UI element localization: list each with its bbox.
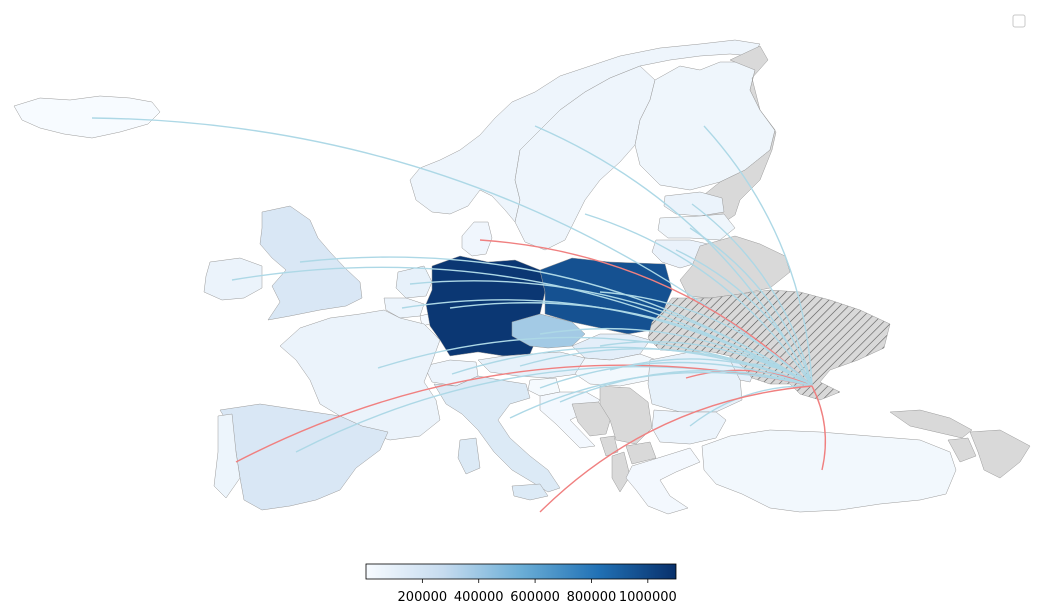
flow-arcs-layer (91, 117, 827, 513)
country-iceland (13, 95, 161, 139)
flow-arc-hungary (609, 358, 813, 387)
country-denmark (461, 221, 493, 257)
colorbar-ticks: 200000 400000 600000 800000 1000000 (398, 579, 677, 605)
country-montenegro (599, 435, 619, 457)
country-portugal (213, 413, 241, 499)
country-greece (625, 447, 701, 515)
flow-arc-slovenia (539, 361, 813, 389)
country-azerbaijan (969, 429, 1031, 479)
flow-arc-germany (449, 302, 813, 387)
country-armenia (947, 437, 977, 463)
colorbar-tick-label: 1000000 (619, 590, 677, 605)
country-georgia (889, 409, 973, 439)
countries-layer (13, 39, 1031, 515)
colorbar-tick-label: 400000 (454, 590, 504, 605)
flow-arc-italy (509, 371, 813, 419)
flow-arc-poland (599, 291, 813, 387)
country-united-kingdom (259, 205, 363, 321)
country-albania (611, 451, 631, 493)
country-bulgaria (651, 409, 727, 445)
country-turkey (701, 429, 957, 513)
country-italy (433, 375, 561, 493)
flow-arc-moldova (741, 363, 813, 387)
flow-arc-greece (539, 385, 813, 513)
country-belarus (679, 235, 791, 299)
flow-arc-netherlands (409, 280, 813, 387)
flow-arc-turkey (811, 385, 827, 471)
flow-arc-sweden (584, 213, 813, 387)
country-estonia (663, 191, 725, 217)
flow-arc-croatia (559, 369, 813, 403)
country-ireland (203, 257, 263, 301)
country-netherlands (395, 265, 433, 299)
flow-arc-latvia (689, 227, 813, 387)
flow-arc-finland (703, 125, 813, 387)
colorbar-tick-label: 600000 (510, 590, 560, 605)
country-austria (477, 351, 586, 379)
flow-arc-lithuania (675, 249, 813, 387)
colorbar-tick-label: 800000 (567, 590, 617, 605)
country-sardinia (457, 437, 481, 475)
legend-box (1012, 14, 1026, 28)
country-sicily (511, 483, 549, 501)
country-serbia (599, 385, 653, 445)
flow-arc-estonia (691, 203, 813, 387)
flow-arc-denmark (479, 239, 813, 387)
flow-arc-bulgaria (689, 385, 813, 427)
country-bosnia (571, 401, 613, 437)
flow-arc-belgium (401, 299, 813, 387)
colorbar-tick-label: 200000 (398, 590, 448, 605)
colorbar-gradient (365, 563, 677, 580)
flow-arc-slovakia (599, 341, 813, 387)
colorbar: 200000 400000 600000 800000 1000000 (365, 563, 677, 605)
country-north-macedonia (625, 441, 657, 465)
country-latvia (657, 213, 736, 241)
